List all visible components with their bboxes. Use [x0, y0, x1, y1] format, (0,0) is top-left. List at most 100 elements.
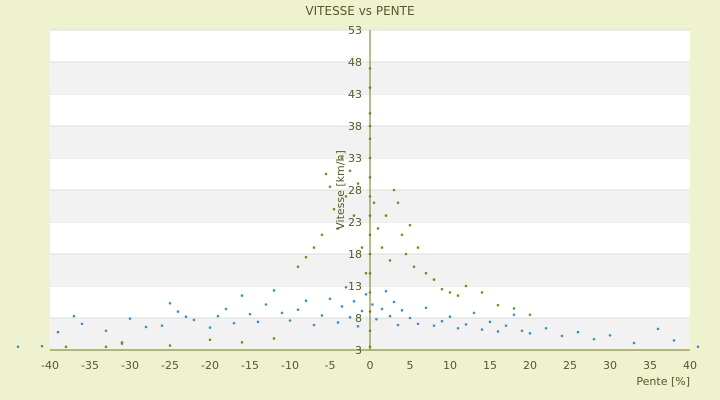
x-tick-label: -10: [281, 359, 299, 372]
data-point: [340, 156, 344, 160]
data-point: [364, 293, 368, 296]
data-point: [104, 345, 108, 349]
data-point: [372, 201, 376, 205]
data-point: [371, 303, 374, 306]
y-tick-label: 13: [348, 280, 362, 293]
y-tick-label: 28: [348, 184, 362, 197]
data-point: [272, 337, 276, 340]
data-point: [432, 324, 436, 327]
data-point: [400, 309, 404, 312]
data-point: [404, 252, 408, 256]
x-tick-label: 20: [523, 359, 537, 372]
data-point: [632, 341, 636, 345]
data-point: [240, 341, 244, 344]
data-point: [456, 294, 460, 297]
x-tick-label: -5: [325, 359, 336, 372]
data-point: [356, 182, 360, 185]
data-point: [272, 289, 276, 292]
data-point: [464, 284, 468, 288]
data-point: [408, 223, 412, 227]
data-point: [392, 300, 396, 304]
x-tick-label: 30: [603, 359, 617, 372]
data-point: [280, 311, 284, 315]
data-point: [348, 169, 352, 173]
data-point: [464, 323, 468, 326]
data-point: [340, 305, 344, 308]
data-point: [416, 322, 420, 326]
x-tick-labels: -40 -35 -30 -25 -20 -15 -10 -5 0 5 10 15 20 25 30 35 40: [41, 359, 697, 372]
data-point: [672, 339, 676, 342]
data-point: [184, 315, 188, 319]
data-point: [348, 316, 352, 319]
data-point: [480, 328, 484, 331]
data-point: [320, 233, 324, 237]
data-point: [412, 265, 416, 269]
data-point: [424, 271, 428, 275]
data-point: [560, 334, 564, 338]
data-point: [176, 310, 180, 313]
data-point: [396, 201, 400, 205]
data-point: [352, 214, 356, 217]
data-point: [296, 308, 300, 311]
data-point: [304, 299, 308, 303]
data-point: [456, 326, 460, 330]
data-point: [400, 233, 404, 237]
data-point: [332, 207, 336, 211]
data-point: [16, 345, 20, 349]
data-point: [408, 316, 412, 320]
data-point: [388, 259, 392, 262]
data-point: [208, 326, 212, 329]
y-tick-label: 33: [348, 152, 362, 165]
data-point: [344, 285, 348, 289]
data-point: [356, 325, 360, 328]
x-tick-label: -20: [201, 359, 219, 372]
data-point: [72, 314, 76, 318]
data-point: [384, 214, 388, 217]
y-tick-label: 53: [348, 24, 362, 37]
data-point: [416, 246, 420, 249]
data-point: [160, 324, 164, 327]
data-point: [216, 314, 220, 318]
data-point: [528, 332, 532, 335]
y-tick-label: 18: [348, 248, 362, 261]
data-point: [396, 323, 400, 327]
data-point: [496, 330, 500, 333]
x-tick-label: 35: [643, 359, 657, 372]
axes: [50, 30, 690, 351]
data-point: [520, 329, 524, 333]
data-point: [248, 312, 252, 316]
data-point: [352, 300, 356, 303]
data-point: [576, 330, 580, 334]
data-point: [512, 313, 516, 317]
data-point: [208, 338, 212, 342]
data-point: [375, 317, 378, 321]
x-tick-label: 5: [407, 359, 414, 372]
data-point: [168, 344, 172, 347]
data-point: [336, 227, 340, 230]
data-point: [544, 326, 548, 330]
data-point: [288, 319, 292, 322]
data-point: [472, 311, 476, 315]
x-tick-label: -40: [41, 359, 59, 372]
data-point: [380, 307, 384, 311]
data-point: [592, 337, 596, 341]
y-tick-label: 43: [348, 88, 362, 101]
data-point: [360, 309, 364, 313]
data-point: [380, 246, 384, 249]
data-point: [364, 271, 368, 275]
data-point: [440, 287, 444, 291]
data-point: [128, 317, 132, 320]
data-point: [192, 318, 196, 322]
data-point: [488, 320, 492, 324]
data-point: [432, 278, 436, 281]
data-point: [608, 333, 612, 337]
data-point: [304, 255, 308, 259]
x-tick-label: -25: [161, 359, 179, 372]
data-point: [296, 265, 300, 269]
data-point: [388, 314, 392, 318]
y-tick-label: 3: [355, 344, 362, 357]
data-point: [656, 327, 660, 331]
x-axis-label: Pente [%]: [636, 375, 690, 388]
data-point: [328, 297, 332, 301]
